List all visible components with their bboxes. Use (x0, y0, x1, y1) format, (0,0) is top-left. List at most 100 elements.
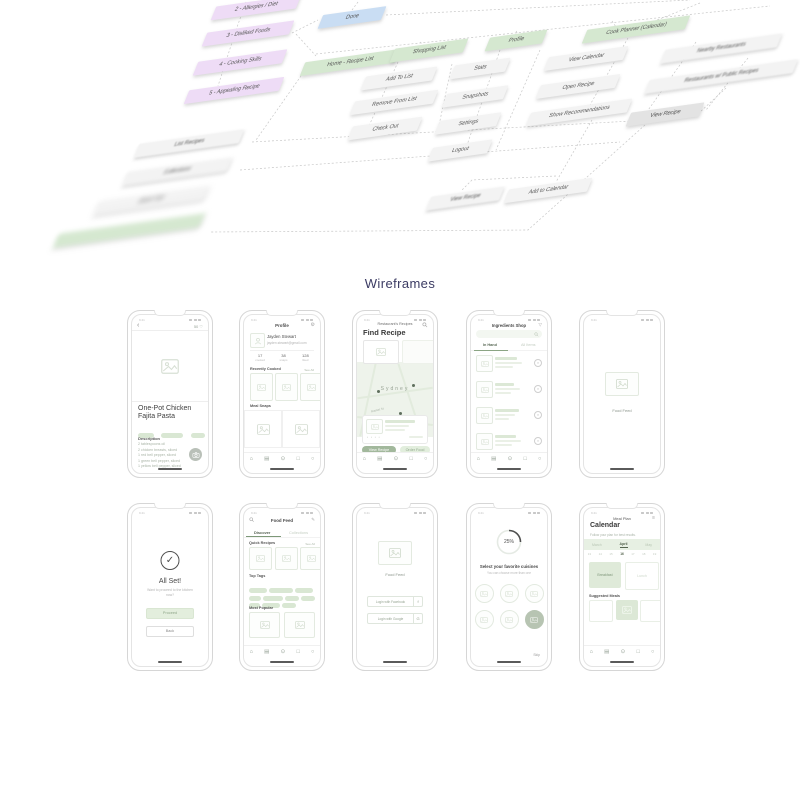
status-time: 9:41 (139, 318, 145, 322)
home-indicator (383, 660, 407, 663)
flow-node-label: View Recipe (648, 108, 682, 120)
edit-icon: ✎ (311, 517, 315, 522)
status-icons (301, 512, 313, 514)
divider (250, 350, 314, 351)
tab-camera-icon: ⊙ (280, 649, 286, 655)
image-icon (481, 361, 489, 367)
lunch-card: Lunch (625, 562, 659, 590)
google-login-label: Login with Google (377, 616, 404, 621)
item-image (476, 407, 493, 424)
tag-pill (285, 595, 299, 601)
flow-node-label: Add to Calendar (527, 183, 570, 196)
screen-title: Ingredients Shop (491, 323, 527, 328)
tab-shop-icon: □ (296, 649, 300, 655)
date-row: 13 14 15 16 17 18 19 (584, 552, 660, 556)
app-name: Food Feed (385, 572, 405, 577)
phone-notch (493, 310, 525, 316)
image-icon (256, 555, 265, 562)
cuisine-row (471, 584, 547, 603)
stat: 128 liked (302, 353, 309, 362)
tag-pill (262, 603, 280, 608)
flow-node-label: Stock This (137, 194, 166, 205)
wireframe-login: 9:41 Food Feed Login with Facebook f Log… (352, 503, 438, 671)
tab-feed-icon: ▤ (264, 456, 270, 462)
text-bar (409, 436, 423, 438)
image-icon (260, 621, 270, 629)
phone-screen: 9:41 Food Feed (583, 314, 661, 474)
ingredient-item: 1 green bell pepper, sliced (138, 458, 180, 463)
tab-home-icon: ⌂ (589, 649, 593, 655)
image-icon (481, 387, 489, 393)
all-set-subtitle: Want to proceed to the kitchen now? (147, 588, 193, 598)
google-icon: G (413, 614, 422, 623)
tab-collections: Collections (289, 530, 309, 535)
stat-label: cooked (255, 358, 265, 362)
ingredient-item: 1 yellow bell pepper, sliced (138, 464, 181, 469)
meal-placeholder (589, 600, 613, 622)
wireframe-cuisines: 9:41 25% Select your favorite cuisines Y… (466, 503, 552, 671)
tab-home-icon: ⌂ (362, 456, 366, 462)
screen-title: Food Feed (270, 518, 294, 523)
text-bar (495, 357, 517, 360)
month: May (645, 542, 653, 547)
phone-notch (606, 310, 638, 316)
logo-placeholder (378, 541, 412, 565)
order-food-button: Order Food (400, 446, 430, 454)
meal-snaps-grid (244, 410, 320, 448)
image-icon (307, 384, 316, 391)
remove-icon: × (534, 437, 542, 445)
tag-pill (295, 588, 313, 593)
divider (244, 536, 320, 538)
image-icon (257, 384, 266, 391)
image-icon (481, 439, 489, 445)
top-tags-label: Top Tags (249, 574, 266, 578)
search-bar (476, 330, 542, 338)
tag-pills-row (249, 588, 315, 606)
flow-node-label: 3 - Disliked Foods (225, 26, 272, 40)
flow-node-label: 2 - Allergies / Diet (233, 0, 279, 14)
home-indicator (497, 660, 521, 663)
status-icons (414, 319, 426, 321)
breakfast-card: Breakfast (589, 562, 621, 588)
avatar (250, 333, 265, 348)
search-icon (422, 322, 428, 328)
flow-node-label: Check Out (371, 122, 400, 133)
remove-icon: × (534, 411, 542, 419)
back-button: Back (146, 626, 194, 637)
wireframes-section-title: Wireframes (364, 276, 436, 291)
map-pin (412, 384, 415, 387)
status-time: 9:41 (251, 318, 257, 322)
quick-recipes-label: Quick Recipes (249, 541, 276, 545)
flow-node-label: Add To List (384, 72, 414, 84)
image-icon (161, 359, 179, 374)
phone-notch (493, 503, 525, 509)
month-active: April (619, 541, 628, 548)
tab-all-items: All Items (521, 343, 536, 347)
status-time: 9:41 (591, 511, 597, 515)
suggested-meals-label: Suggested Meals (589, 594, 621, 598)
tab-profile-icon: ○ (651, 649, 655, 655)
phone-notch (266, 503, 298, 509)
home-indicator (383, 467, 407, 470)
tab-profile-icon: ○ (424, 456, 428, 462)
recently-cooked-cards (250, 373, 320, 401)
tag-pill (190, 433, 205, 438)
status-time: 9:41 (591, 318, 597, 322)
tab-home-icon: ⌂ (249, 456, 253, 462)
text-bar (385, 420, 415, 423)
image-icon (389, 548, 401, 558)
recipe-title: One-Pot Chicken Fajita Pasta (138, 405, 192, 421)
wireframe-meal-plan: 9:41 Meal Plan ≡ Calendar Follow your pl… (579, 503, 665, 671)
wireframe-profile: 9:41 Profile ⚙ Jayden Stewart jayden.ste… (239, 310, 325, 478)
result-card: • • • • (362, 415, 428, 444)
flow-node-label: Open Recipe (561, 80, 596, 92)
wireframe-find-recipe: 9:41 Sydney Market St Restaurant's Recip… (352, 310, 438, 478)
recently-cooked-label: Recently Cooked (250, 367, 281, 371)
card-placeholder (250, 373, 273, 401)
flow-node-label: Shopping List (411, 44, 448, 56)
tag-pills-row (249, 595, 296, 613)
all-set-title: All Set! (158, 578, 182, 585)
cuisine-circle-selected (524, 610, 544, 629)
image-icon (530, 617, 538, 623)
most-popular-cards (249, 612, 315, 638)
